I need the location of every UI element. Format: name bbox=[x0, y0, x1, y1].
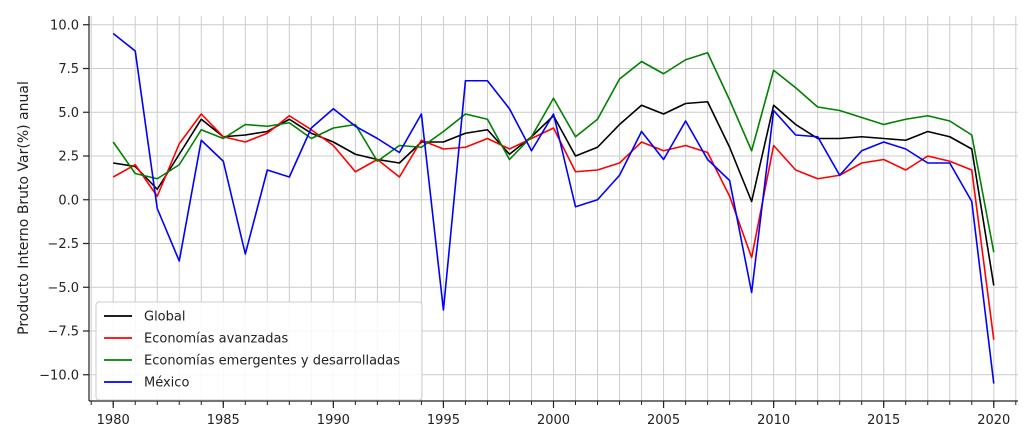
legend-label: Global bbox=[144, 310, 185, 325]
y-tick-label: −10.0 bbox=[39, 368, 79, 383]
legend-box bbox=[95, 301, 423, 401]
gridlines bbox=[89, 16, 1018, 401]
x-tick-label: 2000 bbox=[537, 413, 570, 428]
series-line-1 bbox=[112, 113, 995, 340]
y-tick-label: −7.5 bbox=[47, 325, 79, 340]
series-lines bbox=[112, 32, 995, 384]
y-tick-label: 10.0 bbox=[50, 18, 79, 33]
x-tick-label: 2020 bbox=[977, 413, 1010, 428]
legend-label: Economías avanzadas bbox=[144, 332, 289, 347]
x-tick-label: 1985 bbox=[207, 413, 240, 428]
y-axis-title: Producto Interno Bruto Var(%) anual bbox=[16, 81, 32, 335]
x-ticks: 1980 1985 1990 1995 2000 2005 2010 2015 2020 bbox=[90, 401, 1017, 428]
x-tick-label: 2010 bbox=[757, 413, 790, 428]
legend: Global Economías avanzadas Economías emerg… bbox=[95, 301, 423, 401]
y-ticks: −10.0 −7.5 −5.0 −2.5 0.0 2.5 5.0 7.5 10.0 bbox=[39, 18, 89, 383]
x-tick-label: 1995 bbox=[427, 413, 460, 428]
y-tick-label: 5.0 bbox=[58, 106, 79, 121]
y-tick-label: −5.0 bbox=[47, 281, 79, 296]
y-tick-label: 2.5 bbox=[58, 150, 79, 165]
legend-label: Economías emergentes y desarrolladas bbox=[144, 354, 400, 369]
x-tick-label: 1990 bbox=[317, 413, 350, 428]
x-tick-label: 2005 bbox=[647, 413, 680, 428]
legend-label: México bbox=[144, 376, 189, 391]
y-tick-label: 7.5 bbox=[58, 62, 79, 77]
y-tick-label: −2.5 bbox=[47, 237, 79, 252]
x-tick-label: 2015 bbox=[867, 413, 900, 428]
y-tick-label: 0.0 bbox=[58, 193, 79, 208]
series-line-2 bbox=[112, 51, 995, 253]
series-line-3 bbox=[112, 32, 995, 384]
x-tick-label: 1980 bbox=[97, 413, 130, 428]
